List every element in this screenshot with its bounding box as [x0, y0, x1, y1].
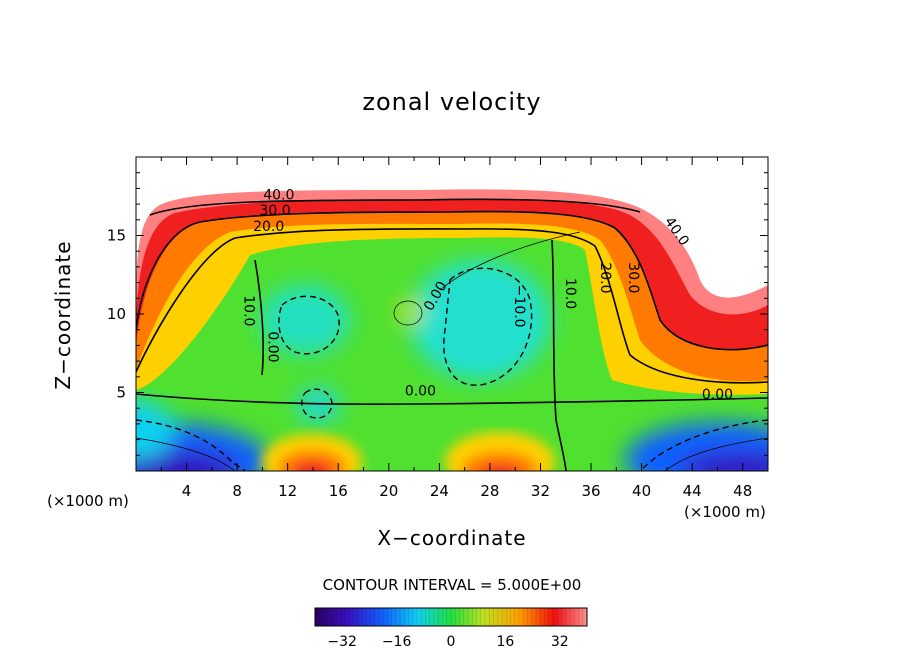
colorbar-tick-label: −16	[382, 634, 412, 650]
x-tick-label: 32	[531, 482, 550, 500]
contour-label: 0.00	[265, 331, 281, 362]
contour-interval-label: CONTOUR INTERVAL = 5.000E+00	[322, 576, 582, 594]
x-tick-label: 44	[683, 482, 702, 500]
x-unit-left: (×1000 m)	[47, 492, 129, 510]
x-unit-right: (×1000 m)	[684, 503, 766, 521]
y-tick-label: 10	[107, 305, 126, 323]
contour-label: 0.00	[702, 387, 733, 403]
contour-label: 30.0	[625, 262, 641, 293]
contour-field	[136, 157, 768, 471]
contour-label: 0.00	[405, 384, 436, 400]
colorbar-tick-label: 32	[551, 634, 569, 650]
x-tick-label: 8	[232, 482, 242, 500]
contour-label: 20.0	[597, 262, 613, 293]
contour-label: 40.0	[263, 187, 294, 203]
x-tick-label: 20	[379, 482, 398, 500]
x-tick-label: 28	[480, 482, 499, 500]
x-tick-label: 24	[430, 482, 449, 500]
y-tick-label: 15	[107, 227, 126, 245]
colorbar-bands	[318, 608, 584, 626]
contour-label: −10.0	[511, 285, 527, 328]
colorbar-tick-label: 0	[447, 634, 456, 650]
x-ticks: 4 8 12 16 20 24 28 32 36 40 44 48	[160, 157, 752, 500]
colorbar-tick-label: −32	[327, 634, 357, 650]
y-tick-label: 5	[116, 384, 126, 402]
colorbar-ticks: −32 −16 0 16 32	[327, 634, 568, 650]
colorbar	[314, 607, 588, 627]
x-tick-label: 12	[278, 482, 297, 500]
contour-label: 10.0	[241, 295, 257, 326]
x-tick-label: 4	[182, 482, 192, 500]
x-tick-label: 16	[329, 482, 348, 500]
x-axis-label: X−coordinate	[377, 526, 527, 550]
y-ticks: 5 10 15	[107, 172, 768, 456]
contour-label: 20.0	[253, 219, 284, 235]
contour-label: 30.0	[259, 203, 290, 219]
x-tick-label: 40	[632, 482, 651, 500]
chart-title: zonal velocity	[362, 88, 542, 116]
x-tick-label: 36	[581, 482, 600, 500]
colorbar-tick-label: 16	[496, 634, 514, 650]
contour-label: 10.0	[562, 278, 578, 309]
x-tick-label: 48	[733, 482, 752, 500]
